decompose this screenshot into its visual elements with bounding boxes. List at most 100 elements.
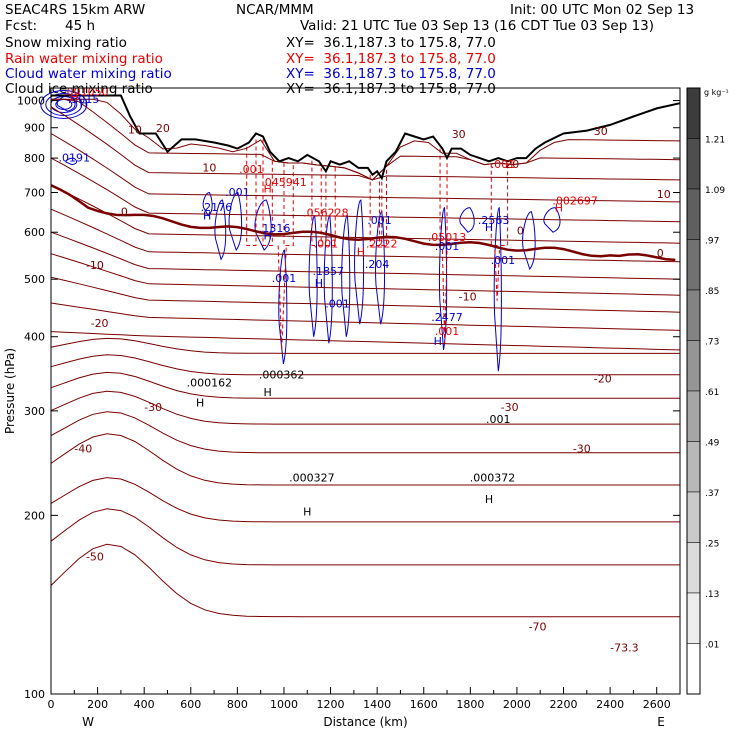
x-tick-label: 2400 [596, 698, 624, 711]
extremum-label: .001 [435, 240, 460, 253]
extremum-label: .000162 [187, 376, 233, 389]
colorbar-tick-label: .01 [705, 641, 719, 651]
x-end-label-west: W [82, 715, 94, 729]
contour-value-label: -73.3 [610, 641, 638, 654]
cloud-water-contour [214, 199, 227, 261]
x-tick-label: 1800 [456, 698, 484, 711]
contour-value-label: -30 [501, 401, 519, 414]
colorbar-frame [686, 87, 701, 695]
extremum-label: .002697 [552, 195, 598, 208]
theta-contour [50, 231, 681, 280]
contour-value-label: 20 [505, 158, 519, 171]
contour-value-label: 30 [452, 128, 466, 141]
colorbar-tick-label: .37 [705, 489, 719, 499]
y-tick-label: 400 [24, 331, 45, 344]
x-tick-label: 200 [87, 698, 108, 711]
x-tick-label: 2000 [503, 698, 531, 711]
colorbar-tick-label: .85 [705, 287, 719, 297]
theta-contour [50, 302, 681, 331]
x-tick-label: 0 [48, 698, 55, 711]
extremum-label: .1857 [312, 265, 344, 278]
y-tick-label: 200 [24, 509, 45, 522]
high-marker: H [485, 493, 493, 506]
colorbar-segment [686, 188, 701, 240]
fcst-value: 45 h [65, 18, 96, 34]
theta-contour [50, 337, 680, 354]
contour-value-label: 0 [657, 247, 664, 260]
theta-contour [50, 508, 680, 566]
high-marker: H [357, 246, 365, 259]
extremum-label: .204 [365, 258, 390, 271]
fcst-label: Fcst: [5, 18, 38, 34]
extremum-label: .2477 [431, 311, 463, 324]
colorbar-segment [686, 87, 701, 139]
extremum-label: .0191 [59, 151, 91, 164]
field-label-cloud-water: Cloud water mixing ratio [5, 66, 172, 82]
field-xy-cloud-ice: XY= 36.1,187.3 to 175.8, 77.0 [286, 81, 496, 97]
colorbar-segment [686, 542, 701, 594]
y-tick-label: 800 [24, 152, 45, 165]
cloud-water-contour [354, 199, 365, 325]
x-tick-label: 1400 [363, 698, 391, 711]
rain-water-contour [246, 136, 257, 246]
x-tick-label: 400 [134, 698, 155, 711]
extremum-label: .001 [491, 254, 516, 267]
cloud-water-contour [438, 207, 448, 351]
theta-contour [50, 331, 681, 351]
x-tick-label: 2600 [643, 698, 671, 711]
theta-contour [50, 477, 680, 523]
contour-value-label: 20 [156, 122, 170, 135]
extremum-label: .001 [486, 413, 511, 426]
colorbar-segment [686, 390, 701, 442]
field-label-snow: Snow mixing ratio [5, 35, 127, 51]
theta-contour [50, 184, 681, 244]
x-end-label-east: E [657, 715, 665, 729]
x-tick-label: 1600 [410, 698, 438, 711]
extremum-label: .000372 [470, 472, 516, 485]
theta-contour [50, 106, 681, 181]
y-tick-label: 300 [24, 405, 45, 418]
rain-water-contour [283, 162, 294, 246]
cloud-water-contour [493, 207, 502, 372]
contour-value-label: 0 [517, 224, 524, 237]
theta-contour [50, 371, 680, 399]
rain-water-contour [325, 166, 336, 246]
theta-contour [50, 543, 680, 618]
theta-contour [50, 133, 681, 203]
high-marker: H [485, 221, 493, 234]
theta-contour [51, 98, 681, 181]
extremum-label: .2563 [478, 214, 510, 227]
high-marker: H [264, 386, 272, 399]
extremum-label: .001 [325, 298, 350, 311]
field-xy-snow: XY= 36.1,187.3 to 175.8, 77.0 [286, 35, 496, 51]
high-marker: H [303, 505, 311, 518]
colorbar-segment [686, 491, 701, 543]
colorbar-segment [686, 340, 701, 392]
rain-water-contour [369, 174, 380, 246]
cloud-water-contour [228, 191, 243, 252]
contour-value-label: -10 [459, 291, 477, 304]
extremum-label: .000327 [289, 472, 335, 485]
theta-contour [50, 157, 681, 223]
field-xy-rain: XY= 36.1,187.3 to 175.8, 77.0 [286, 51, 496, 67]
theta-contour [50, 411, 680, 454]
cloud-water-contour [459, 207, 475, 233]
rain-water-contour [381, 164, 387, 246]
contour-value-label: 0 [121, 206, 128, 219]
extremum-label: .2222 [366, 237, 398, 250]
cloud-water-contour [278, 249, 288, 364]
colorbar-segment [686, 289, 701, 341]
extremum-label: .2176 [201, 201, 233, 214]
cloud-water-contour [341, 215, 351, 337]
cloud-water-contour [65, 157, 78, 166]
theta-contour [50, 354, 680, 376]
cloud-water-contour [202, 191, 213, 217]
extremum-label: .045941 [261, 176, 307, 189]
high-marker: H [434, 335, 442, 348]
rain-water-contour [262, 139, 273, 246]
extremum-label: .001 [491, 158, 516, 171]
plot-frame [50, 87, 681, 695]
high-marker: H [70, 91, 78, 104]
theta-contour [50, 253, 681, 296]
